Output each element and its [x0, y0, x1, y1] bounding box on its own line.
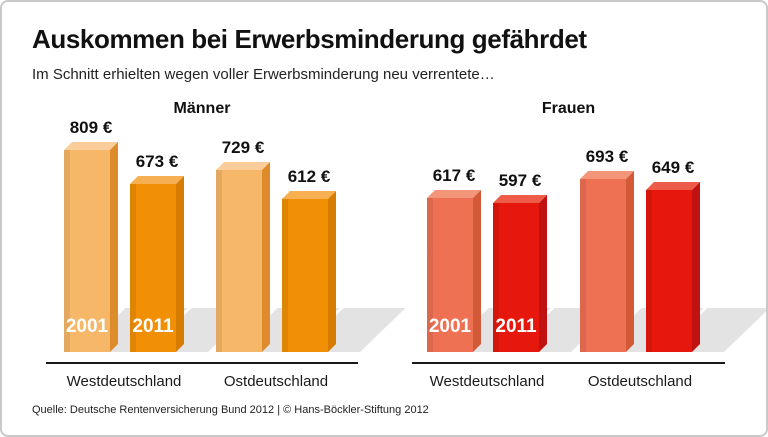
bar-maenner-west-2001: 2001 — [64, 142, 118, 352]
region-label-frauen-west: Westdeutschland — [429, 373, 545, 390]
baseline-maenner — [46, 362, 358, 364]
bar-frauen-west-2011: 2011 — [493, 195, 547, 352]
bar-side-face — [328, 191, 336, 352]
bar-value-label-frauen-ost-2001: 693 € — [585, 147, 629, 166]
bar-year-label-maenner-west-2011: 2011 — [132, 316, 174, 337]
source-note: Quelle: Deutsche Rentenversicherung Bund… — [32, 404, 429, 416]
bar-frauen-ost-2001 — [580, 171, 634, 352]
group-title-maenner: Männer — [173, 100, 231, 117]
bar-value-label-frauen-west-2001: 617 € — [432, 166, 476, 185]
bar-maenner-west-2011: 2011 — [130, 176, 184, 352]
bar-front-face — [580, 179, 626, 352]
bar-side-face — [262, 162, 270, 352]
bar-front-face — [216, 170, 262, 352]
bar-front-face — [282, 199, 328, 352]
bar-value-label-maenner-west-2011: 673 € — [135, 152, 179, 171]
bar-front-face — [130, 184, 176, 352]
bar-side-face — [176, 176, 184, 352]
bar-frauen-ost-2011 — [646, 182, 700, 352]
bar-value-label-maenner-west-2001: 809 € — [69, 118, 113, 137]
bar-side-face — [692, 182, 700, 352]
bar-value-label-maenner-ost-2001: 729 € — [221, 138, 265, 157]
region-label-maenner-ost: Ostdeutschland — [223, 373, 329, 390]
bar-front-face — [64, 150, 110, 352]
bar-side-face — [626, 171, 634, 352]
page-title: Auskommen bei Erwerbsminderung gefährdet — [32, 24, 587, 54]
bar-front-face — [493, 203, 539, 352]
chart-subtitle: Im Schnitt erhielten wegen voller Erwerb… — [32, 66, 495, 83]
bar-value-label-frauen-west-2011: 597 € — [498, 171, 542, 190]
region-label-maenner-west: Westdeutschland — [66, 373, 182, 390]
region-label-frauen-ost: Ostdeutschland — [587, 373, 693, 390]
bar-year-label-frauen-west-2011: 2011 — [495, 316, 537, 337]
bar-value-label-maenner-ost-2011: 612 € — [287, 167, 331, 186]
bar-side-face — [539, 195, 547, 352]
group-title-frauen: Frauen — [541, 100, 596, 117]
bar-maenner-ost-2011 — [282, 191, 336, 352]
bar-value-label-frauen-ost-2011: 649 € — [651, 158, 695, 177]
baseline-frauen — [412, 362, 725, 364]
bar-front-face — [646, 190, 692, 352]
bar-side-face — [473, 190, 481, 352]
bar-side-face — [110, 142, 118, 352]
bar-maenner-ost-2001 — [216, 162, 270, 352]
bar-front-face — [427, 198, 473, 352]
bar-year-label-frauen-west-2001: 2001 — [428, 316, 472, 337]
bar-year-label-maenner-west-2001: 2001 — [65, 316, 109, 337]
bar-frauen-west-2001: 2001 — [427, 190, 481, 352]
